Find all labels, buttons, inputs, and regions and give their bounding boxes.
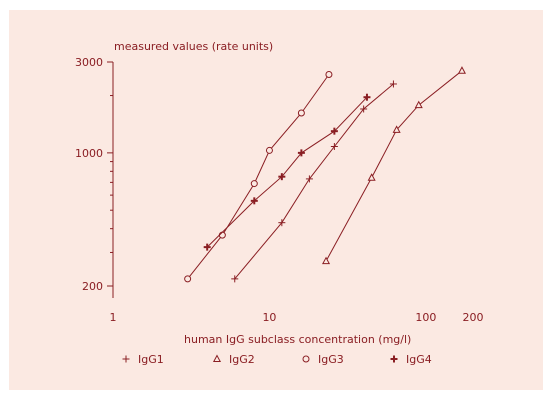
series-IgG4: [203, 93, 371, 251]
series-line: [325, 70, 463, 262]
legend: IgG1 IgG2 IgG3 IgG4: [122, 353, 432, 366]
series-group: [184, 66, 466, 283]
data-point: [330, 127, 338, 135]
axes-group: measured values (rate units) human IgG s…: [112, 40, 411, 346]
data-point: [265, 146, 273, 154]
legend-item: IgG4: [390, 353, 432, 366]
series-IgG2: [322, 66, 466, 265]
data-point: [322, 256, 331, 265]
series-line: [187, 74, 330, 280]
data-point: [330, 143, 338, 151]
legend-label: IgG4: [406, 353, 432, 366]
data-point: [360, 105, 368, 113]
legend-item: IgG3: [302, 353, 344, 366]
data-point: [325, 70, 333, 78]
y-tick-label: 3000: [75, 56, 103, 69]
y-tick-label: 1000: [75, 147, 103, 160]
series-line: [206, 96, 368, 248]
data-point: [457, 66, 466, 74]
data-point: [278, 173, 286, 181]
data-point: [231, 275, 239, 283]
x-tick-label: 1: [110, 311, 117, 324]
series-line: [234, 83, 394, 280]
data-point: [414, 100, 423, 109]
data-point: [392, 125, 401, 133]
x-tick-label: 10: [262, 311, 276, 324]
data-point: [218, 231, 226, 239]
legend-marker: [212, 354, 222, 362]
data-point: [297, 149, 305, 157]
y-axis-title: measured values (rate units): [114, 40, 273, 53]
data-point: [184, 275, 192, 283]
y-tick-label: 200: [82, 280, 103, 293]
legend-marker: [302, 355, 310, 363]
legend-label: IgG2: [229, 353, 255, 366]
data-point: [297, 109, 305, 117]
data-point: [389, 80, 397, 88]
x-tick-label: 100: [415, 311, 436, 324]
data-point: [305, 175, 313, 183]
legend-marker: [390, 355, 398, 363]
legend-item: IgG1: [122, 353, 164, 366]
legend-marker: [122, 355, 130, 363]
data-point: [250, 180, 258, 188]
series-IgG3: [184, 70, 333, 283]
data-point: [278, 219, 286, 227]
data-point: [250, 197, 258, 205]
legend-item: IgG2: [212, 353, 255, 366]
series-IgG1: [231, 80, 397, 283]
legend-label: IgG3: [318, 353, 344, 366]
x-axis-title: human IgG subclass concentration (mg/l): [184, 333, 411, 346]
chart-background: [9, 10, 543, 390]
legend-label: IgG1: [138, 353, 164, 366]
tick-group: 200 1000 3000 1 10 100 200: [75, 56, 484, 324]
data-point: [363, 93, 371, 101]
data-point: [367, 173, 376, 181]
x-tick-label: 200: [463, 311, 484, 324]
data-point: [203, 243, 211, 251]
